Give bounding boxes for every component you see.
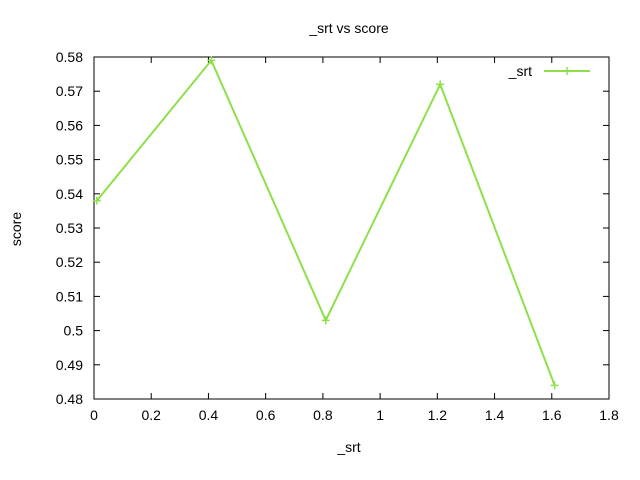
- x-axis-label: _srt: [336, 439, 360, 455]
- chart-title: _srt vs score: [308, 20, 389, 36]
- y-tick-label: 0.49: [56, 357, 83, 373]
- legend-label: _srt: [508, 63, 532, 79]
- x-tick-label: 0: [90, 407, 98, 423]
- series-layer: [92, 56, 559, 390]
- data-point: [207, 56, 216, 65]
- x-tick-label: 1.6: [542, 407, 562, 423]
- y-axis-label: score: [8, 212, 24, 246]
- y-axis: 0.48 0.49 0.5 0.51 0.52 0.53 0.54 0.55 0.56 0.57 0…: [56, 49, 609, 407]
- y-tick-label: 0.54: [56, 186, 83, 202]
- x-tick-label: 1.8: [599, 407, 619, 423]
- y-tick-label: 0.57: [56, 83, 83, 99]
- series-line-0: [96, 58, 556, 386]
- data-point: [436, 80, 445, 89]
- data-point: [550, 381, 559, 390]
- x-tick-label: 0.4: [199, 407, 219, 423]
- y-tick-label: 0.58: [56, 49, 83, 65]
- x-tick-label: 1.2: [428, 407, 448, 423]
- legend-marker: [563, 67, 571, 75]
- data-point: [92, 196, 101, 205]
- y-tick-label: 0.5: [64, 323, 84, 339]
- y-tick-label: 0.55: [56, 152, 83, 168]
- y-tick-label: 0.53: [56, 220, 83, 236]
- y-tick-label: 0.51: [56, 288, 83, 304]
- x-tick-label: 0.6: [256, 407, 276, 423]
- x-tick-label: 0.8: [313, 407, 333, 423]
- y-tick-label: 0.48: [56, 391, 83, 407]
- y-tick-label: 0.52: [56, 254, 83, 270]
- x-tick-label: 1: [376, 407, 384, 423]
- x-axis: 0 0.2 0.4 0.6 0.8 1 1.2 1.4 1.6 1.8: [90, 57, 619, 423]
- legend: _srt: [508, 63, 590, 79]
- x-tick-label: 1.4: [485, 407, 505, 423]
- x-tick-label: 0.2: [141, 407, 161, 423]
- y-tick-label: 0.56: [56, 117, 83, 133]
- data-point: [321, 316, 330, 325]
